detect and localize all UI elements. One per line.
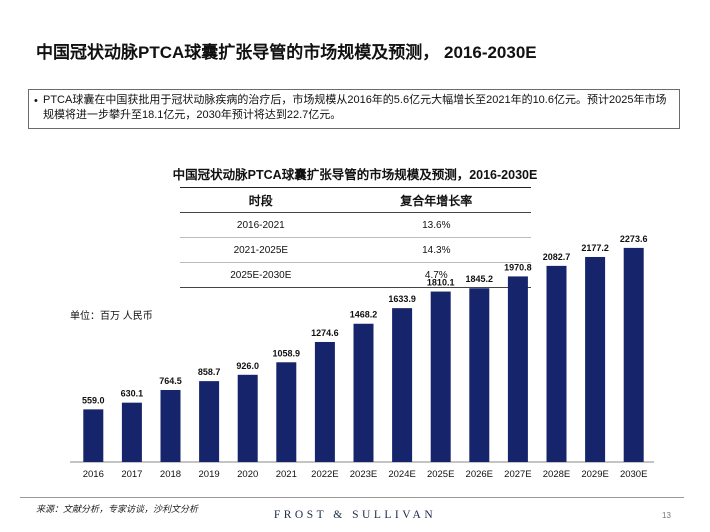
- summary-text: PTCA球囊在中国获批用于冠状动脉疾病的治疗后，市场规模从2016年的5.6亿元…: [43, 94, 667, 121]
- cagr-rate-cell: 14.3%: [341, 237, 531, 263]
- value-label-2025E: 1810.1: [427, 278, 455, 288]
- value-label-2021: 1058.9: [273, 348, 301, 358]
- bar-2020: [237, 374, 258, 462]
- value-label-2019: 858.7: [198, 367, 221, 377]
- bar-2030E: [623, 247, 644, 462]
- x-tick-label-2026E: 2026E: [466, 469, 493, 480]
- summary-bullet: •: [34, 95, 38, 107]
- bar-2022E: [314, 341, 335, 462]
- cagr-table-row: 2021-2025E 14.3%: [180, 237, 531, 263]
- bar-2028E: [546, 265, 567, 462]
- bar-2026E: [469, 288, 490, 462]
- brand-logo: FROST & SULLIVAN: [273, 509, 437, 521]
- value-label-2027E: 1970.8: [504, 262, 532, 272]
- x-tick-label-2027E: 2027E: [504, 469, 531, 480]
- bar-2017: [121, 402, 142, 462]
- cagr-table: 时段 复合年增长率 2016-2021 13.6% 2021-2025E 14.…: [180, 187, 531, 288]
- x-tick-label-2030E: 2030E: [620, 469, 647, 480]
- unit-label: 单位：百万 人民币: [70, 311, 153, 322]
- cagr-period-cell: 2016-2021: [180, 212, 342, 238]
- value-label-2026E: 1845.2: [466, 274, 494, 284]
- cagr-period-cell: 2021-2025E: [180, 237, 342, 263]
- cagr-header-period: 时段: [180, 187, 342, 213]
- x-tick-label-2016: 2016: [83, 469, 104, 480]
- x-tick-label-2021: 2021: [276, 469, 297, 480]
- value-label-2018: 764.5: [159, 376, 182, 386]
- source-note: 来源：文献分析，专家访谈，沙利文分析: [36, 504, 199, 514]
- x-tick-label-2029E: 2029E: [581, 469, 608, 480]
- cagr-rate-cell: 13.6%: [341, 212, 531, 238]
- x-tick-label-2025E: 2025E: [427, 469, 454, 480]
- page-number: 13: [662, 511, 671, 520]
- value-label-2024E: 1633.9: [388, 294, 416, 304]
- value-label-2022E: 1274.6: [311, 328, 339, 338]
- bar-2024E: [392, 308, 413, 462]
- bar-2018: [160, 390, 181, 462]
- x-tick-label-2022E: 2022E: [311, 469, 338, 480]
- value-label-2016: 559.0: [82, 395, 105, 405]
- summary-box: • PTCA球囊在中国获批用于冠状动脉疾病的治疗后，市场规模从2016年的5.6…: [28, 89, 680, 129]
- x-tick-label-2018: 2018: [160, 469, 181, 480]
- value-label-2023E: 1468.2: [350, 310, 378, 320]
- cagr-table-row: 2016-2021 13.6%: [180, 212, 531, 238]
- x-tick-label-2017: 2017: [121, 469, 142, 480]
- value-label-2020: 926.0: [236, 361, 259, 371]
- bar-2029E: [585, 256, 606, 462]
- footer-divider: [20, 497, 684, 498]
- bar-2023E: [353, 323, 374, 462]
- value-label-2028E: 2082.7: [543, 252, 571, 262]
- page-title: 中国冠状动脉PTCA球囊扩张导管的市场规模及预测， 2016-2030E: [36, 43, 537, 62]
- cagr-table-row: 2025E-2030E 4.7%: [180, 262, 531, 288]
- bar-2021: [276, 362, 297, 462]
- value-label-2029E: 2177.2: [581, 243, 609, 253]
- bar-2016: [83, 409, 104, 462]
- cagr-period-cell: 2025E-2030E: [180, 262, 342, 288]
- x-tick-label-2020: 2020: [237, 469, 258, 480]
- x-tick-label-2023E: 2023E: [350, 469, 377, 480]
- x-tick-label-2028E: 2028E: [543, 469, 570, 480]
- bar-2025E: [430, 291, 451, 462]
- cagr-header-rate: 复合年增长率: [341, 187, 531, 213]
- bar-2019: [199, 381, 220, 462]
- value-label-2017: 630.1: [121, 389, 144, 399]
- cagr-table-header-row: 时段 复合年增长率: [180, 187, 531, 213]
- value-label-2030E: 2273.6: [620, 234, 648, 244]
- x-tick-label-2024E: 2024E: [388, 469, 415, 480]
- chart-title: 中国冠状动脉PTCA球囊扩张导管的市场规模及预测，2016-2030E: [172, 168, 538, 182]
- cagr-rate-cell: 4.7%: [341, 262, 531, 288]
- x-tick-label-2019: 2019: [199, 469, 220, 480]
- bar-2027E: [507, 276, 528, 462]
